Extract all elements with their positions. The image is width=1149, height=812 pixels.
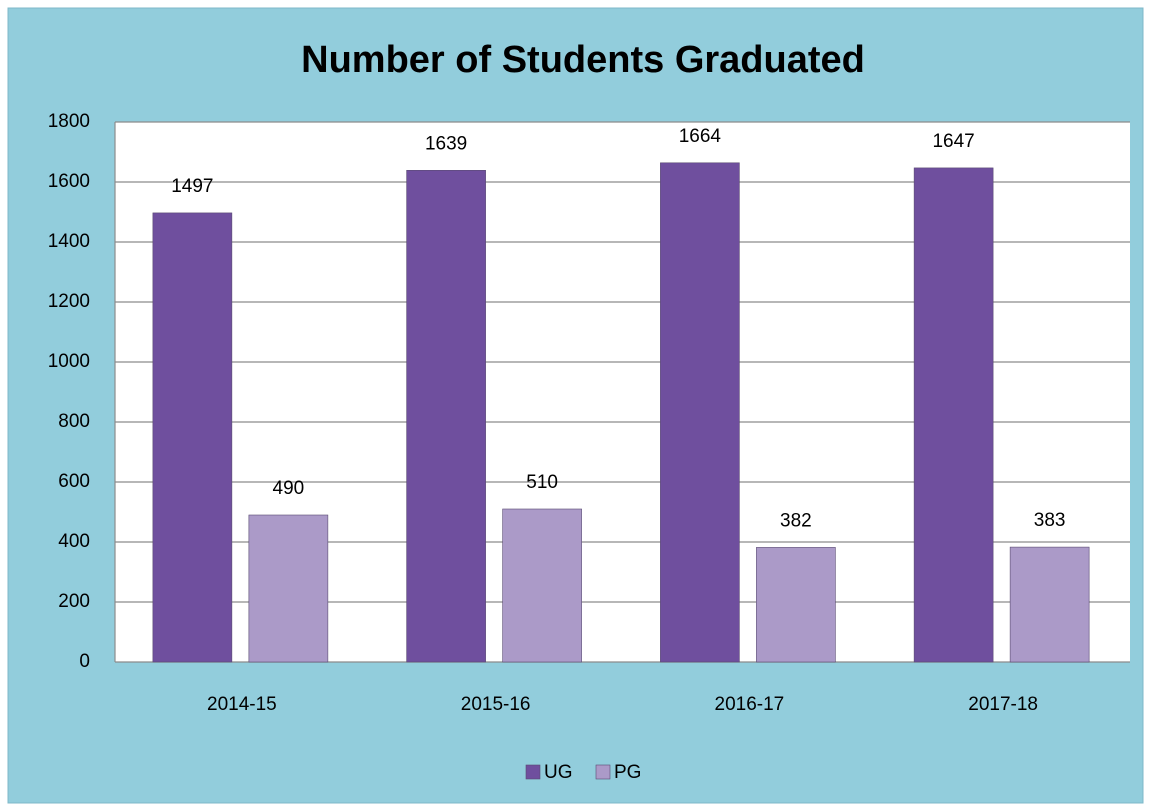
y-tick-label: 400 bbox=[58, 531, 90, 552]
chart-title: Number of Students Graduated bbox=[301, 39, 865, 81]
bar bbox=[660, 162, 740, 663]
data-label: 382 bbox=[780, 510, 812, 531]
bar bbox=[502, 508, 582, 663]
data-label: 383 bbox=[1034, 510, 1066, 531]
y-tick-label: 600 bbox=[58, 471, 90, 492]
bar bbox=[913, 167, 994, 663]
bar bbox=[152, 212, 233, 663]
y-tick-label: 1400 bbox=[48, 231, 90, 252]
legend-swatch bbox=[525, 764, 541, 780]
y-tick-label: 200 bbox=[58, 591, 90, 612]
y-tick-label: 1600 bbox=[48, 171, 90, 192]
bar bbox=[248, 514, 329, 663]
x-tick-label: 2014-15 bbox=[207, 694, 277, 715]
y-tick-label: 0 bbox=[79, 651, 90, 672]
data-label: 490 bbox=[273, 478, 305, 499]
data-label: 1664 bbox=[679, 126, 722, 147]
data-label: 1497 bbox=[171, 176, 213, 197]
legend-swatch bbox=[595, 764, 611, 780]
bar bbox=[406, 170, 486, 663]
x-tick-label: 2016-17 bbox=[715, 694, 785, 715]
x-tick-label: 2015-16 bbox=[461, 694, 531, 715]
legend-label: PG bbox=[614, 762, 641, 783]
data-label: 1639 bbox=[425, 133, 467, 154]
bar bbox=[756, 547, 836, 663]
bar bbox=[1009, 546, 1090, 663]
legend-label: UG bbox=[544, 762, 573, 783]
y-tick-label: 1200 bbox=[48, 291, 90, 312]
y-tick-label: 1000 bbox=[48, 351, 90, 372]
y-tick-label: 1800 bbox=[48, 111, 90, 132]
data-label: 510 bbox=[526, 472, 558, 493]
data-label: 1647 bbox=[932, 131, 974, 152]
x-tick-label: 2017-18 bbox=[968, 694, 1038, 715]
y-tick-label: 800 bbox=[58, 411, 90, 432]
